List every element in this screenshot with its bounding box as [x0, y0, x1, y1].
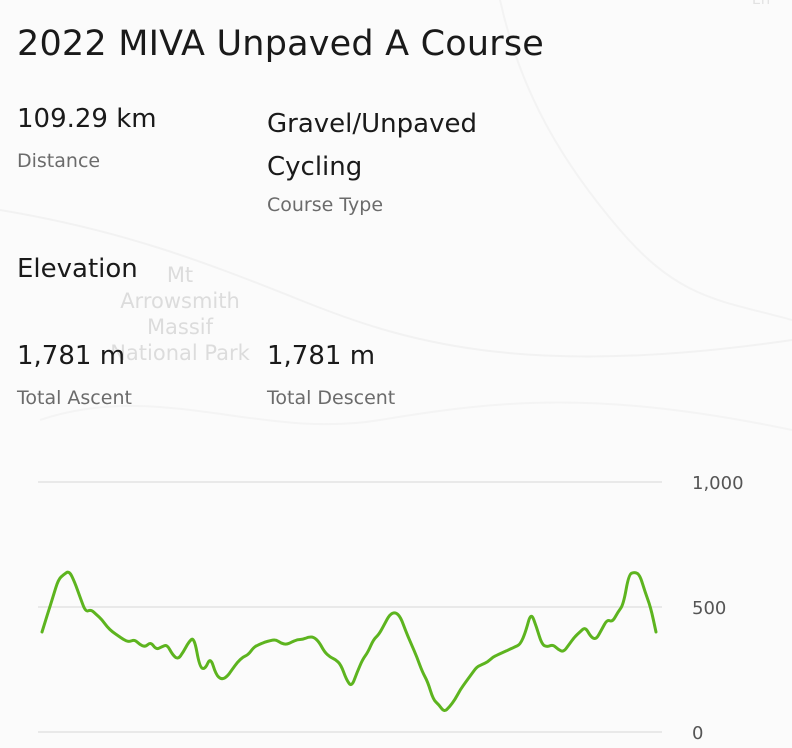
- elevation-profile-chart[interactable]: 1,000 500 0: [0, 460, 792, 748]
- course-type-value: Gravel/Unpaved Cycling: [267, 109, 477, 182]
- distance-label: Distance: [17, 150, 101, 172]
- elevation-heading: Elevation: [17, 254, 138, 284]
- total-ascent-value: 1,781 m: [17, 341, 126, 371]
- y-tick-label: 500: [692, 598, 726, 619]
- y-tick-label: 0: [692, 723, 703, 744]
- total-descent-value: 1,781 m: [267, 341, 376, 371]
- map-park-label: Mt Arrowsmith Massif National Park: [110, 263, 250, 365]
- map-corner-label: Err: [752, 0, 773, 8]
- course-title: 2022 MIVA Unpaved A Course: [17, 24, 545, 64]
- total-ascent-label: Total Ascent: [17, 387, 132, 409]
- elevation-series-line[interactable]: [40, 570, 658, 712]
- distance-value: 109.29 km: [17, 104, 157, 134]
- total-descent-label: Total Descent: [267, 387, 396, 409]
- y-tick-label: 1,000: [692, 473, 744, 494]
- course-type-label: Course Type: [267, 194, 384, 216]
